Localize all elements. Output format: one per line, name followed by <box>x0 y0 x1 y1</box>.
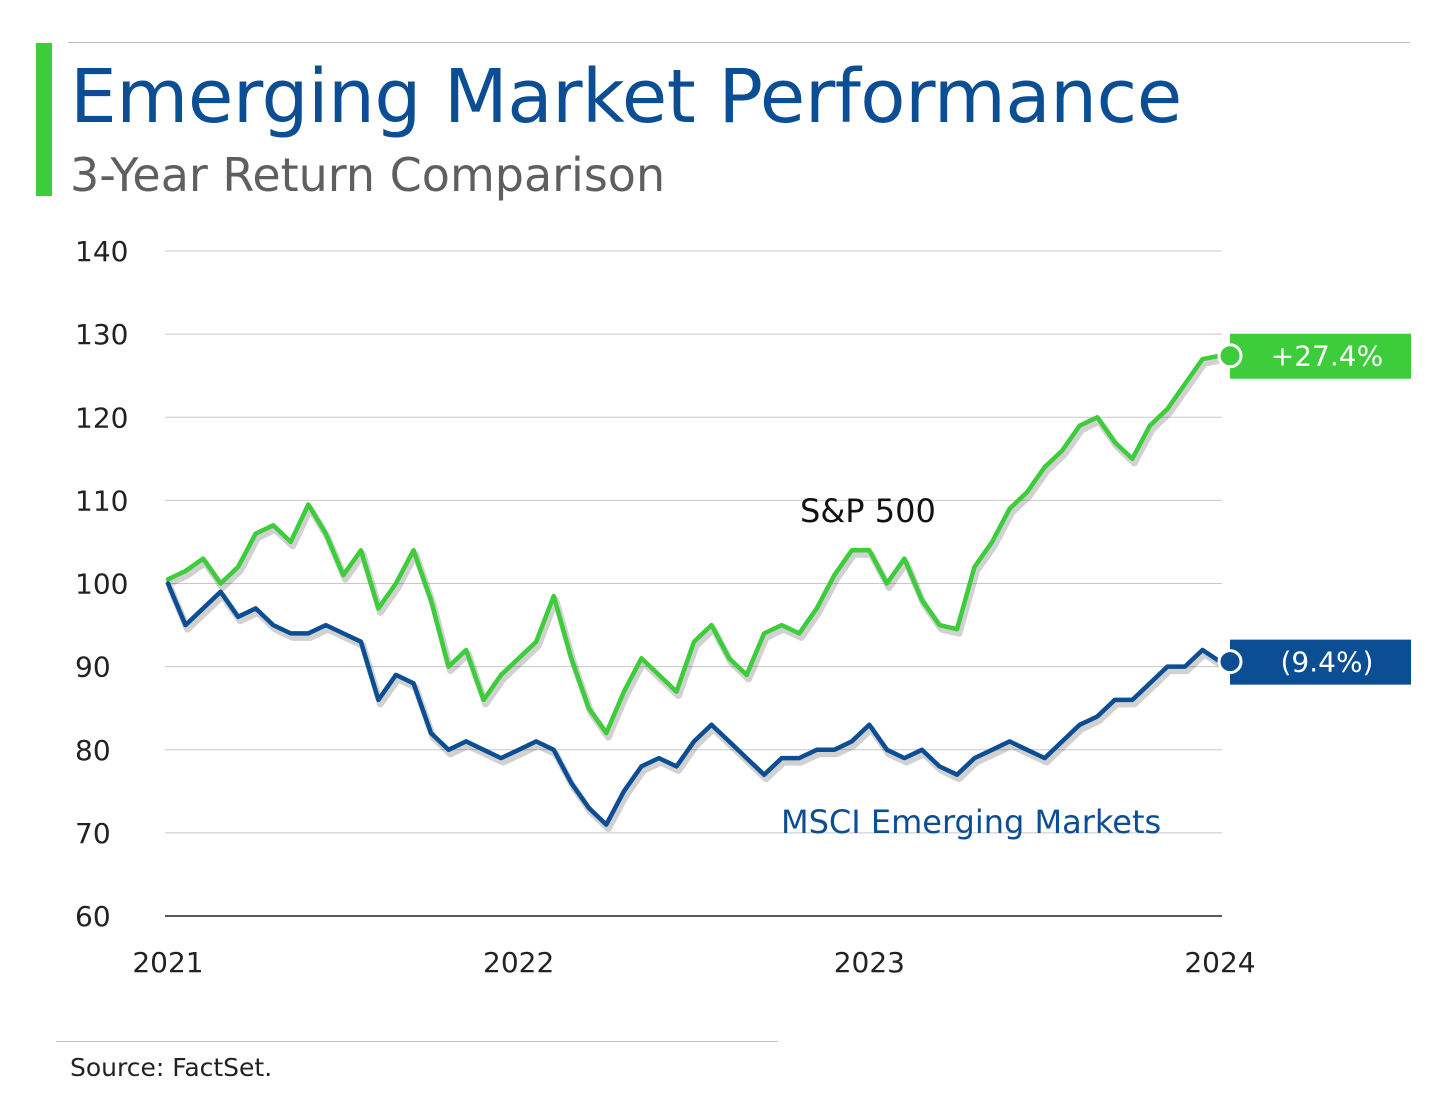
end-label: +27.4% <box>1271 340 1383 373</box>
sp500-series-label: S&P 500 <box>800 492 936 530</box>
msci-line <box>165 581 1223 827</box>
y-tick-label: 130 <box>75 318 128 351</box>
y-tick-label: 120 <box>75 401 128 434</box>
y-tick-label: 70 <box>75 817 111 850</box>
sp500-line <box>165 353 1223 736</box>
y-tick-label: 60 <box>75 900 111 933</box>
y-tick-label: 140 <box>75 235 128 268</box>
series-shadow <box>166 586 1224 833</box>
end-marker <box>1217 343 1243 369</box>
title-accent-bar <box>36 43 52 196</box>
y-tick-label: 80 <box>75 734 111 767</box>
y-tick-label: 110 <box>75 484 128 517</box>
y-tick-label: 100 <box>75 568 128 601</box>
page-subtitle: 3-Year Return Comparison <box>70 148 666 202</box>
end-marker <box>1217 649 1243 675</box>
end-label-box <box>1230 639 1411 685</box>
page-title: Emerging Market Performance <box>70 54 1182 140</box>
msci-series-label: MSCI Emerging Markets <box>781 803 1161 841</box>
end-label-box <box>1230 333 1411 379</box>
series-shadow <box>168 356 1223 741</box>
x-tick-label: 2024 <box>1184 946 1255 979</box>
x-tick-label: 2021 <box>132 946 203 979</box>
source-note: Source: FactSet. <box>70 1053 273 1082</box>
top-divider <box>68 42 1410 43</box>
end-label: (9.4%) <box>1281 646 1374 679</box>
y-tick-label: 90 <box>75 651 111 684</box>
source-divider <box>56 1041 778 1042</box>
x-tick-label: 2023 <box>834 946 905 979</box>
x-tick-label: 2022 <box>483 946 554 979</box>
